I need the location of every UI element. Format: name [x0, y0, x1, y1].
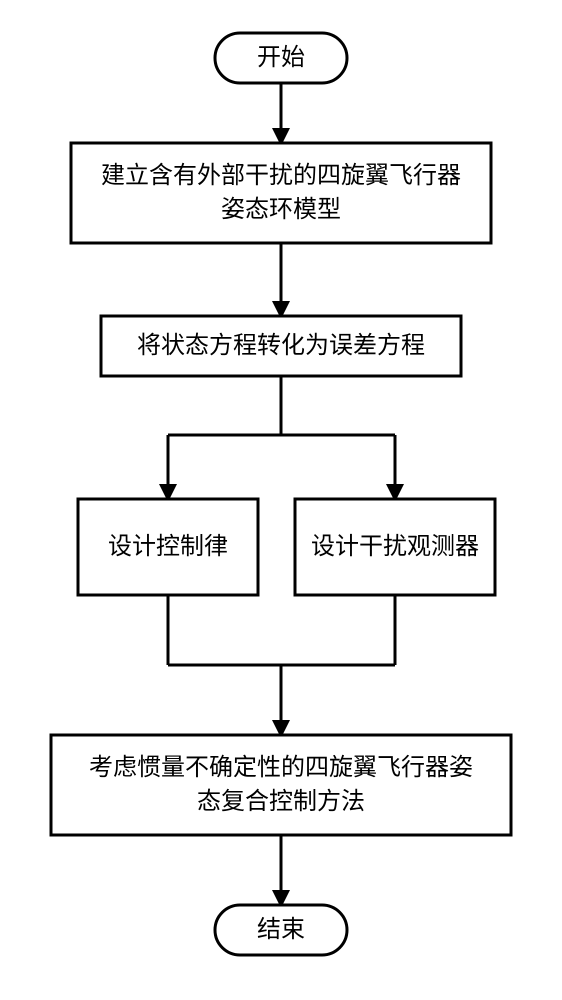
node-label: 结束 — [257, 916, 305, 943]
flow-node-step1: 建立含有外部干扰的四旋翼飞行器姿态环模型 — [71, 143, 491, 243]
node-label: 考虑惯量不确定性的四旋翼飞行器姿 — [89, 754, 473, 781]
flow-node-end: 结束 — [215, 905, 347, 955]
flow-node-step2: 将状态方程转化为误差方程 — [101, 316, 461, 376]
node-label: 设计控制律 — [108, 533, 228, 560]
flow-node-right: 设计干扰观测器 — [295, 499, 495, 595]
node-label: 开始 — [257, 44, 305, 71]
node-label: 姿态环模型 — [221, 196, 341, 223]
flow-node-left: 设计控制律 — [78, 499, 258, 595]
node-label: 态复合控制方法 — [197, 788, 365, 815]
node-label: 将状态方程转化为误差方程 — [137, 332, 425, 359]
flow-node-step3: 考虑惯量不确定性的四旋翼飞行器姿态复合控制方法 — [51, 735, 511, 835]
flowchart-canvas: 开始建立含有外部干扰的四旋翼飞行器姿态环模型将状态方程转化为误差方程设计控制律 设… — [0, 0, 562, 1000]
node-label: 设计干扰观测器 — [311, 533, 479, 560]
flow-node-start: 开始 — [215, 33, 347, 83]
node-label: 建立含有外部干扰的四旋翼飞行器 — [101, 162, 461, 189]
